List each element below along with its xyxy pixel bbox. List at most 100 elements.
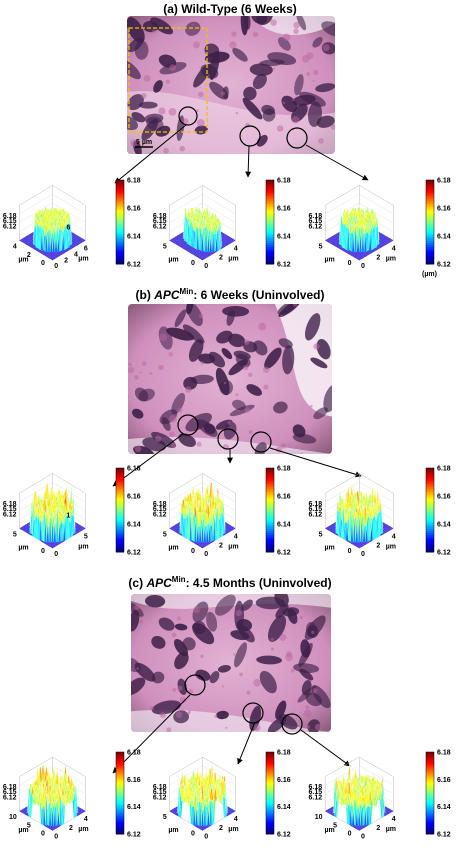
y-tick-label: 0 [348,260,352,267]
x-tick-label: 0 [361,551,365,558]
x-tick-label: 0 [204,834,208,841]
panel-c-gene: APC [146,576,172,590]
surface-plot: 6.18 6.15 6.12 5 0 µm 0 2 4 µm 6.18 6.16 6.14 6.12 [150,170,300,280]
z-tick-label: 6.15 [309,218,323,225]
panel-a-title: (a) Wild-Type (6 Weeks) [0,2,460,16]
surface-plot: 6.18 6.15 6.12 4 2 0 µm 0 2 4 6 µm 6 6.18 6.16 6.14 6.12 [0,170,150,280]
y-axis-label: µm [168,827,178,834]
panel-b-title-text: : 6 Weeks (Uninvolved) [193,288,325,302]
colorbar-tick-label: 6.16 [277,777,291,784]
y-axis-label: µm [324,256,334,263]
y-tick-label: 5 [27,822,31,829]
y-tick-label: 10 [315,814,323,821]
x-axis-label: µm [386,826,396,833]
colorbar-tick-label: 6.16 [277,206,291,213]
colorbar-tick-label: 6.14 [127,804,141,811]
x-tick-label: 4 [234,816,238,823]
colorbar-tick-label: 6.14 [277,234,291,241]
z-tick-label: 6.18 [309,784,323,791]
x-tick-label: 4 [392,533,396,540]
colorbar-tick-label: 6.14 [127,234,141,241]
colorbar-tick-label: 6.18 [127,466,141,473]
colorbar-tick-label: 6.16 [127,494,141,501]
x-axis-label: µm [228,255,238,262]
surface-plot: 6.18 6.15 6.12 10 5 0 µm 0 2 4 µm 6.18 6.16 6.14 6.12 [0,742,150,850]
surface-mesh [19,481,86,549]
y-axis-label: µm [18,256,28,263]
colorbar [425,467,435,553]
colorbar-tick-label: 6.18 [277,178,291,185]
y-tick-label: 4 [13,243,17,250]
z-tick-label: 6.12 [153,794,167,801]
colorbar-tick-label: 6.18 [437,466,451,473]
z-tick-label: 6.15 [3,218,17,225]
x-tick-label: 2 [219,825,223,832]
x-tick-label: 1 [66,513,70,520]
colorbar-tick-label: 6.14 [437,522,451,529]
x-tick-label: 0 [54,263,58,270]
x-tick-label: 2 [376,254,380,261]
y-tick-label: 0 [41,831,45,838]
surface-mesh [169,764,236,831]
x-tick-label: 2 [376,825,380,832]
panel-b-label: (b) [135,288,151,302]
colorbar [115,179,125,265]
surface-mesh [19,205,86,261]
x-tick-label: 0 [54,834,58,841]
colorbar [265,751,275,835]
colorbar-tick-label: 6.16 [127,777,141,784]
x-axis-label: µm [78,826,88,833]
colorbar-tick-label: 6.16 [277,494,291,501]
colorbar [425,179,435,265]
surface-mesh [169,206,236,261]
x-tick-label: 6 [66,225,70,232]
y-tick-label: 0 [41,548,45,555]
y-tick-label: 0 [348,831,352,838]
x-axis-label: µm [228,543,238,550]
surface-plot: 6.18 6.15 6.12 5 0 µm 0 2 4 µm 6.18 6.16 6.14 6.12 [150,742,300,850]
x-tick-label: 6 [84,245,88,252]
colorbar-tick-label: 6.12 [127,262,141,269]
panel-a-title-text: Wild-Type (6 Weeks) [181,2,297,16]
y-tick-label: 0 [191,831,195,838]
y-tick-label: 0 [348,548,352,555]
panel-b-title: (b) APCMin: 6 Weeks (Uninvolved) [0,287,460,302]
x-tick-label: 4 [234,533,238,540]
x-axis-label: µm [78,543,88,550]
colorbar-tick-label: 6.14 [277,804,291,811]
colorbar [115,467,125,553]
colorbar [425,751,435,835]
micrograph-c [131,594,331,732]
colorbar-tick-label: 6.12 [127,550,141,557]
y-tick-label: 5 [333,822,337,829]
x-tick-label: 2 [69,825,73,832]
colorbar-unit-label: (µm) [422,271,437,278]
panel-c-title-text: : 4.5 Months (Uninvolved) [185,576,332,590]
surface-plot: 6.18 6.15 6.12 5 0 µm 0 2 4 µm 6.18 6.16 6.14 6.12 [150,458,300,568]
panel-c-label: (c) [128,576,144,590]
colorbar-tick-label: 6.14 [437,804,451,811]
z-tick-label: 6.12 [309,223,323,230]
x-tick-label: 0 [361,263,365,270]
z-tick-label: 6.18 [3,784,17,791]
surface-plot: 6.18 6.15 6.12 5 0 µm 0 2 4 µm 6.18 6.16 6.14 6.12 [305,458,460,568]
colorbar-tick-label: 6.18 [437,178,451,185]
z-tick-label: 6.15 [309,789,323,796]
x-tick-label: 4 [74,251,78,258]
y-tick-label: 10 [9,814,17,821]
z-tick-label: 6.15 [153,218,167,225]
micrograph-b [128,304,332,454]
z-tick-label: 6.18 [3,213,17,220]
surface-mesh [169,482,236,549]
z-tick-label: 6.12 [3,511,17,518]
colorbar-tick-label: 6.12 [277,262,291,269]
z-tick-label: 6.12 [3,794,17,801]
surface-mesh [324,484,394,549]
z-tick-label: 6.15 [309,506,323,513]
z-tick-label: 6.12 [309,511,323,518]
surface-mesh [324,204,394,261]
x-axis-label: µm [386,543,396,550]
y-axis-label: µm [168,256,178,263]
y-tick-label: 0 [41,260,45,267]
panel-c-title: (c) APCMin: 4.5 Months (Uninvolved) [0,575,460,590]
